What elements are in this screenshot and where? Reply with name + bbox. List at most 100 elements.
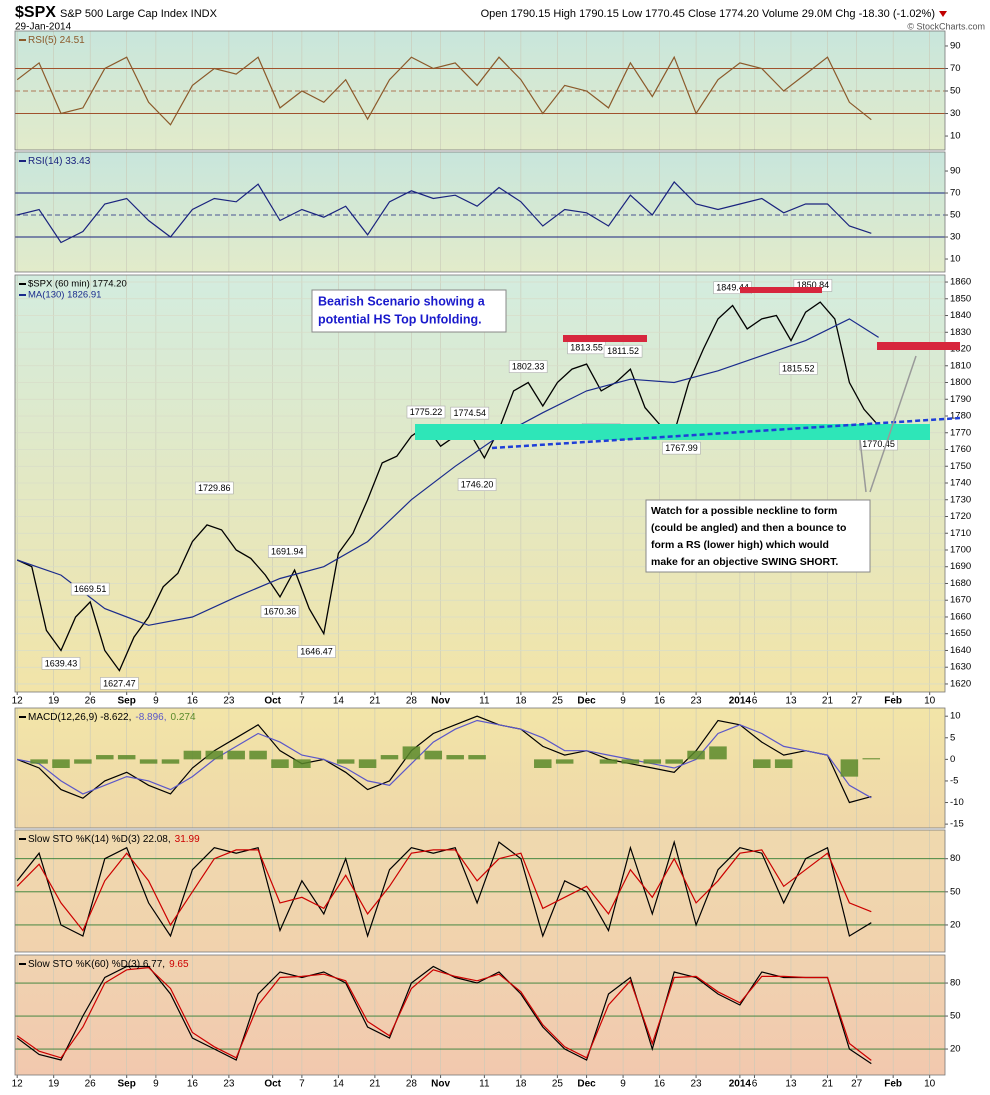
credit: © StockCharts.com	[907, 21, 985, 31]
x-tick-label: 21	[369, 1079, 381, 1090]
y-tick-label: 70	[950, 188, 961, 199]
x-tick-label: 16	[187, 1079, 199, 1090]
x-tick-label: Dec	[577, 1079, 596, 1090]
x-tick-label: Sep	[118, 696, 136, 707]
y-tick-label: -15	[950, 819, 964, 830]
panel-background	[15, 708, 945, 828]
x-tick-label: 18	[515, 696, 527, 707]
histogram-bar	[30, 759, 48, 764]
histogram-bar	[555, 759, 574, 764]
x-tick-label: 18	[515, 1079, 527, 1090]
x-tick-label: 19	[48, 1079, 60, 1090]
x-tick-label: 9	[620, 696, 626, 707]
histogram-bar	[293, 759, 311, 768]
panel: 20 50 80 Slow STO %K(60) %D(3) 6.77, 9.65 12 1…	[12, 954, 961, 1090]
histogram-bar	[665, 759, 683, 764]
price-label: 1802.33	[512, 361, 545, 371]
histogram-bar	[862, 758, 881, 760]
price-label-box	[662, 441, 701, 455]
y-tick-label: 90	[950, 166, 961, 177]
note-text: make for an objective SWING SHORT.	[651, 556, 838, 568]
histogram-bar	[183, 750, 202, 760]
price-label-box	[100, 677, 139, 690]
series-line	[17, 181, 872, 244]
histogram-bar	[74, 759, 92, 764]
legend-entry: -8.896,	[135, 712, 166, 723]
resistance-bar	[740, 287, 822, 293]
histogram-bar	[139, 759, 158, 764]
y-tick-label: 1800	[950, 377, 971, 388]
histogram-bar	[205, 750, 224, 760]
x-tick-label: 21	[822, 696, 834, 707]
price-label: 1646.47	[300, 647, 333, 657]
x-tick-label: 21	[822, 1079, 834, 1090]
legend-entry: 9.65	[169, 959, 189, 970]
histogram-bar	[643, 759, 662, 764]
y-tick-label: 10	[950, 711, 961, 722]
y-tick-label: 1760	[950, 444, 971, 455]
histogram-bar	[358, 759, 377, 768]
x-tick-label: Feb	[884, 696, 902, 707]
price-label-box	[457, 478, 497, 491]
price-label: 1811.52	[607, 346, 639, 356]
y-tick-label: 80	[950, 853, 961, 864]
price-label: 1850.84	[797, 280, 830, 290]
price-label: 1815.52	[782, 363, 815, 373]
x-tick-label: 14	[333, 696, 345, 707]
y-tick-label: 1680	[950, 578, 971, 589]
price-label-box	[70, 582, 110, 596]
legend-entry: $SPX (60 min) 1774.20	[28, 279, 127, 290]
legend-entry: 31.99	[175, 834, 200, 845]
x-tick-label: 7	[299, 1079, 305, 1090]
x-tick-label: 21	[369, 696, 381, 707]
note-text: potential HS Top Unfolding.	[318, 312, 482, 326]
panel-background	[15, 830, 945, 952]
y-tick-label: 0	[950, 754, 955, 765]
series-line	[16, 55, 872, 126]
index-name: S&P 500 Large Cap Index INDX	[60, 8, 218, 20]
panel: 20 50 80 Slow STO %K(14) %D(3) 22.08, 31.99	[14, 829, 961, 953]
histogram-bar	[774, 759, 793, 768]
x-tick-label: Oct	[264, 1079, 281, 1090]
note-text: Watch for a possible neckline to form	[651, 505, 837, 517]
histogram-bar	[227, 750, 245, 760]
histogram-bar	[402, 746, 421, 760]
y-tick-label: 1790	[950, 394, 971, 405]
date: 29-Jan-2014	[15, 22, 72, 33]
legend-entry: Slow STO %K(14) %D(3) 22.08,	[28, 834, 171, 845]
price-label: 1691.94	[271, 546, 304, 556]
y-tick-label: 1660	[950, 611, 971, 622]
y-tick-label: -5	[950, 775, 958, 786]
y-tick-label: 1780	[950, 411, 971, 422]
panel-border	[14, 151, 946, 273]
series-line	[17, 318, 879, 626]
legend: Slow STO %K(14) %D(3) 22.08, 31.99	[28, 834, 200, 845]
x-tick-label: 6	[752, 696, 758, 707]
header: $SPX S&P 500 Large Cap Index INDX 29-Jan…	[15, 4, 985, 32]
price-label: 1670.36	[264, 606, 297, 616]
price-label-box	[778, 362, 818, 375]
price-label-box	[508, 360, 548, 373]
symbol: $SPX	[15, 4, 56, 21]
y-tick-label: 30	[950, 232, 961, 243]
price-label: 1639.43	[45, 658, 78, 668]
panel-background	[15, 955, 945, 1075]
y-tick-label: 1690	[950, 561, 971, 572]
histogram-bar	[599, 759, 618, 764]
legend-entry: RSI(5) 24.51	[28, 35, 85, 46]
panel-border	[14, 954, 946, 1076]
x-tick-label: Dec	[577, 696, 596, 707]
x-tick-label: 2014	[729, 1079, 752, 1090]
y-tick-label: 50	[950, 1011, 961, 1022]
histogram-bar	[52, 759, 70, 768]
x-tick-label: 16	[187, 696, 199, 707]
price-label: 1849.44	[716, 283, 749, 293]
y-tick-label: 1650	[950, 628, 971, 639]
y-tick-label: 1700	[950, 545, 971, 556]
price-label-box	[297, 645, 336, 658]
resistance-bar	[563, 335, 647, 342]
support-zone	[415, 424, 930, 440]
legend: MACD(12,26,9) -8.622, -8.896, 0.274	[28, 712, 196, 723]
y-tick-label: 1670	[950, 595, 971, 606]
